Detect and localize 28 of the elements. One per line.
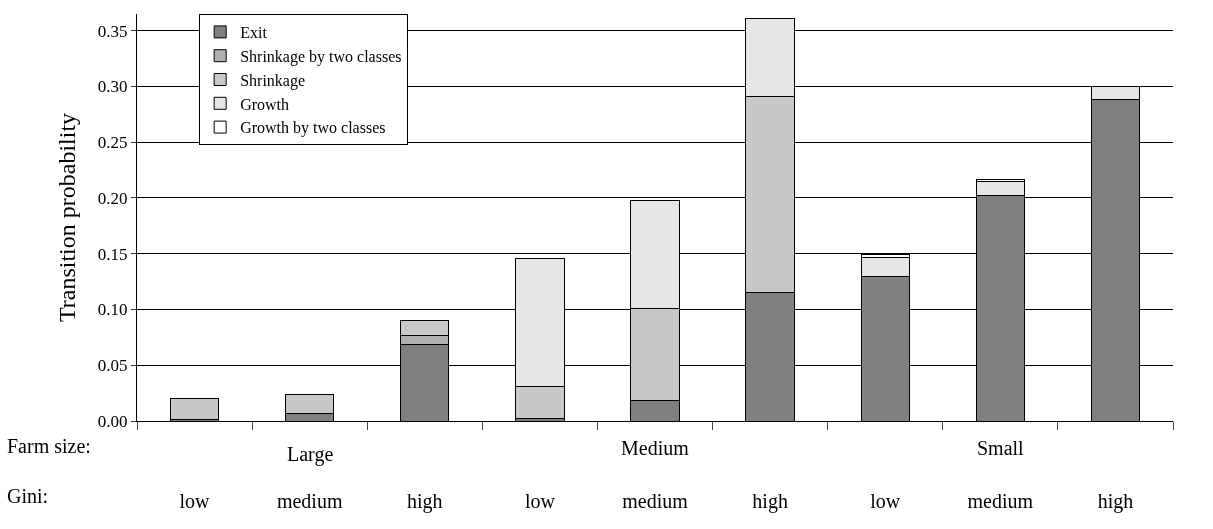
x-tick-label: low [524,490,556,512]
x-tick-label: medium [622,490,689,512]
x-tick-label: high [752,490,788,513]
text: Gini: [7,485,49,507]
legend-label: Exit [240,24,268,42]
legend-label: Growth [240,95,290,113]
y-axis-title: Transition probability [53,112,80,323]
x-tick-label: medium [967,490,1034,512]
x-tick-label: high [1097,490,1134,513]
text: Medium [621,437,690,459]
y-tick-label: 0.15 [97,244,128,264]
y-tick-label: 0.00 [97,411,128,431]
legend-label: Growth by two classes [240,119,386,138]
legend-label: Shrinkage [240,71,306,90]
y-tick-label: 0.20 [97,188,128,208]
y-tick-label: 0.30 [97,77,128,97]
x-tick-label: high [407,490,443,513]
text: Large [287,443,334,466]
y-tick-label: 0.25 [97,133,128,153]
x-tick-label: low [870,490,901,512]
text: Small [977,437,1025,459]
text: Farm size: [7,435,91,457]
x-tick-label: low [179,490,211,512]
legend-label: Shrinkage by two classes [240,47,402,66]
y-tick-label: 0.10 [97,300,128,320]
y-tick-label: 0.35 [97,21,128,41]
y-tick-label: 0.05 [97,356,128,376]
x-tick-label: medium [276,490,343,512]
